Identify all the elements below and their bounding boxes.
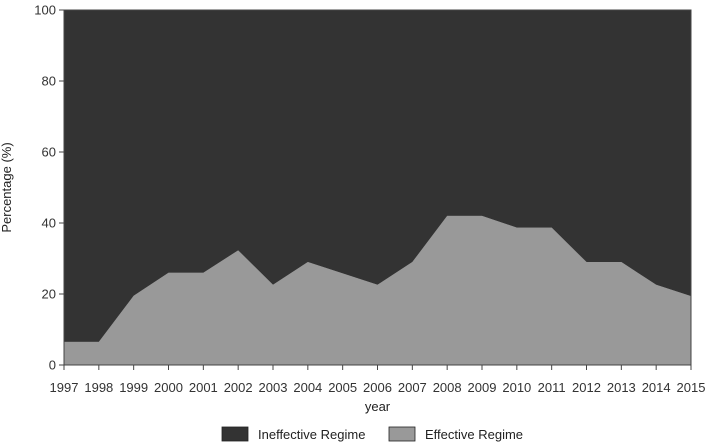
x-tick-label: 2005	[328, 380, 357, 395]
x-tick-label: 2002	[224, 380, 253, 395]
y-tick-label: 0	[49, 358, 56, 373]
x-tick-label: 2014	[642, 380, 671, 395]
x-axis-title: year	[365, 399, 391, 414]
x-tick-label: 2008	[433, 380, 462, 395]
y-tick-label: 40	[42, 216, 56, 231]
x-tick-label: 2003	[259, 380, 288, 395]
legend: Ineffective Regime Effective Regime	[221, 426, 523, 442]
y-axis: 0 20 40 60 80 100	[34, 3, 64, 373]
legend-label: Ineffective Regime	[258, 427, 365, 442]
y-axis-title: Percentage (%)	[0, 142, 14, 232]
y-tick-label: 20	[42, 287, 56, 302]
x-tick-label: 1998	[84, 380, 113, 395]
legend-label: Effective Regime	[425, 427, 523, 442]
area-ineffective-regime	[64, 10, 691, 342]
x-tick-label: 2006	[363, 380, 392, 395]
x-tick-label: 1997	[50, 380, 79, 395]
area-effective-regime	[64, 215, 691, 365]
legend-swatch	[388, 426, 416, 442]
x-axis: 1997 1998 1999 2000 2001 2002 2003 2004 2005 2006…	[50, 365, 706, 395]
x-tick-label: 1999	[119, 380, 148, 395]
x-tick-label: 2004	[293, 380, 322, 395]
y-tick-label: 80	[42, 74, 56, 89]
x-tick-label: 2010	[502, 380, 531, 395]
x-tick-label: 2000	[154, 380, 183, 395]
x-tick-label: 2012	[572, 380, 601, 395]
area-series-group	[64, 10, 691, 365]
x-tick-label: 2013	[607, 380, 636, 395]
y-tick-label: 60	[42, 145, 56, 160]
x-tick-label: 2009	[468, 380, 497, 395]
y-tick-label: 100	[34, 3, 56, 18]
x-tick-label: 2011	[538, 380, 566, 395]
x-tick-label: 2007	[398, 380, 427, 395]
x-tick-label: 2001	[189, 380, 218, 395]
x-tick-label: 2015	[677, 380, 706, 395]
legend-swatch	[221, 426, 249, 442]
